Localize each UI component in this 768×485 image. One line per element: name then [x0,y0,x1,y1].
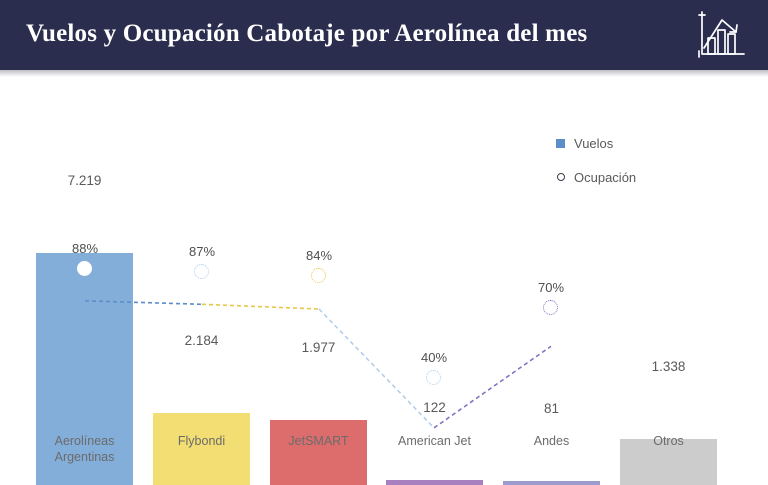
legend-label-ocupacion: Ocupación [574,169,637,185]
legend-label-vuelos: Vuelos [574,135,614,151]
chart-canvas: Vuelos Ocupación [0,77,768,485]
bar-chart-growth-icon [692,8,748,62]
labels-layer: 7.219 2.184 1.977 122 81 1.338 88% 87% 8… [0,77,768,485]
bar-otros[interactable] [620,439,717,485]
chart-legend: Vuelos Ocupación [556,132,736,200]
occupation-marker-aerolineas-argentinas[interactable] [77,261,92,276]
bar-american-jet[interactable] [386,480,483,485]
legend-item-vuelos[interactable]: Vuelos [556,132,736,154]
category-label-line-1: Aerolíneas [54,434,115,448]
occupation-marker-flybondi[interactable] [194,264,209,279]
occupation-markers-layer [0,77,768,485]
occupation-segment-4 [433,345,552,429]
occupation-value-label-aerolineas-argentinas: 88% [71,241,99,256]
bar-value-label-andes: 81 [543,401,560,416]
header-bar [0,0,768,70]
bar-value-label-flybondi: 2.184 [184,333,219,348]
occupation-value-label-american-jet: 40% [420,350,448,365]
category-label-line-2: Argentinas [54,450,115,464]
category-label-otros: Otros [653,434,684,448]
legend-swatch-square-icon [556,138,565,148]
page-title: Vuelos y Ocupación Cabotaje por Aerolíne… [26,20,588,47]
plot-region: 7.219 2.184 1.977 122 81 1.338 88% 87% 8… [0,77,768,485]
occupation-marker-jetsmart[interactable] [311,268,326,283]
legend-item-ocupacion[interactable]: Ocupación [556,166,736,188]
category-label-flybondi: Flybondi [177,434,226,448]
occupation-marker-american-jet[interactable] [426,370,441,385]
category-label-aerolineas-argentinas: Aerolíneas Argentinas [26,433,143,465]
bar-flybondi[interactable] [153,413,250,485]
category-label-jetsmart: JetSMART [288,434,349,448]
category-label-american-jet: American Jet [398,434,471,448]
bar-value-label-otros: 1.338 [651,359,686,374]
bar-aerolineas-argentinas[interactable] [36,253,133,485]
bar-value-label-aerolineas-argentinas: 7.219 [67,173,102,188]
occupation-segment-2 [201,303,320,310]
occupation-value-label-jetsmart: 84% [305,248,333,263]
occupation-value-label-andes: 70% [537,280,565,295]
bar-value-label-american-jet: 122 [423,400,446,415]
occupation-marker-andes[interactable] [543,300,558,315]
bar-value-label-jetsmart: 1.977 [301,340,336,355]
bars-layer [0,77,768,485]
legend-swatch-circle-icon [557,173,565,181]
occupation-segment-1 [84,300,203,306]
header-shadow-divider [0,70,768,77]
bar-jetsmart[interactable] [270,420,367,485]
occupation-line [84,300,552,429]
bar-andes[interactable] [503,481,600,485]
occupation-value-label-flybondi: 87% [188,244,216,259]
category-label-andes: Andes [533,434,570,448]
occupation-segment-3 [318,308,435,429]
